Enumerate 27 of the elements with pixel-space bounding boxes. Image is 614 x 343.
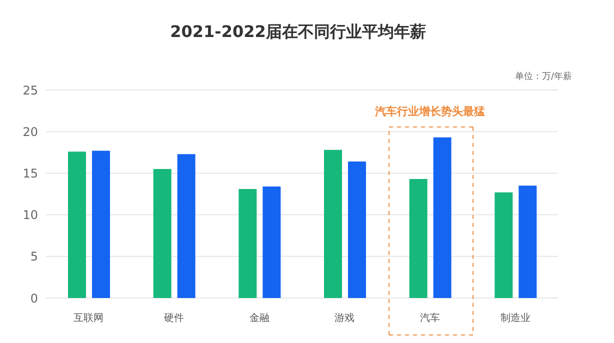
y-tick-label: 5 [30, 250, 38, 264]
y-tick-label: 25 [22, 83, 38, 98]
bar [153, 169, 172, 298]
y-tick-label: 10 [22, 208, 38, 222]
bar [238, 189, 257, 298]
x-tick-label: 汽车 [420, 312, 440, 324]
x-tick-label: 互联网 [74, 312, 104, 324]
chart-title: 2021-2022届在不同行业平均年薪 [169, 22, 427, 43]
bar [68, 152, 86, 298]
bar [433, 137, 452, 298]
bar [518, 186, 537, 298]
bar [92, 150, 110, 298]
bar [348, 162, 366, 298]
bar [409, 179, 428, 298]
x-tick-label: 金融 [249, 312, 270, 324]
bar [177, 154, 196, 298]
bar [262, 186, 281, 298]
x-tick-label: 游戏 [334, 312, 355, 324]
x-tick-label: 硬件 [164, 313, 184, 324]
annotation: 汽车行业增长势头最猛 [374, 104, 486, 119]
y-axis-title: 单位：万/年薪 [514, 70, 572, 83]
y-tick-label: 0 [30, 291, 38, 306]
x-tick-label: 制造业 [500, 312, 530, 324]
bar [324, 150, 342, 298]
bar [494, 192, 513, 298]
y-tick-label: 20 [22, 124, 38, 139]
y-tick-label: 15 [22, 166, 38, 180]
